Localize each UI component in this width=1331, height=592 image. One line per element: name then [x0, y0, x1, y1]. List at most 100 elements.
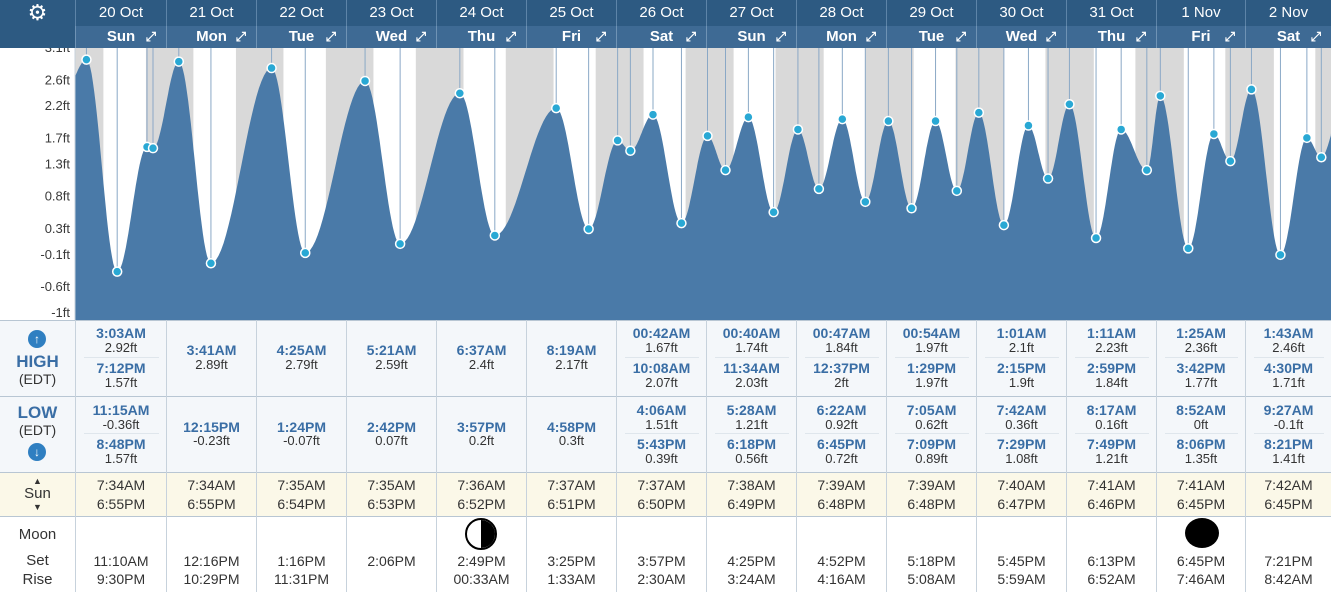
- low-time: 7:09PM: [906, 436, 957, 452]
- tide-point-1: [111, 266, 123, 277]
- high-time: 12:37PM: [813, 360, 870, 376]
- high-label: HIGH: [16, 352, 59, 371]
- date-header-6: 26 Oct: [616, 0, 706, 26]
- weekday-header-0[interactable]: Sun ⤢: [75, 26, 166, 48]
- sunrise-time: 7:37AM: [637, 477, 686, 493]
- weekday-header-11[interactable]: Thu ⤢: [1066, 26, 1156, 48]
- sunrise-time: 7:34AM: [187, 477, 236, 493]
- weekday-label: Mon: [826, 28, 857, 45]
- date-header-12: 1 Nov: [1156, 0, 1245, 26]
- high-time: 1:01AM: [996, 325, 1047, 341]
- weekday-header-12[interactable]: Fri ⤢: [1156, 26, 1245, 48]
- low-time: 8:52AM: [1176, 402, 1226, 418]
- expand-icon[interactable]: ⤢: [775, 29, 786, 44]
- tide-point-8: [359, 75, 371, 87]
- date-header-5: 25 Oct: [526, 0, 616, 26]
- expand-icon[interactable]: ⤢: [865, 29, 876, 44]
- cell-divider: [84, 357, 159, 358]
- first-quarter-moon-icon: [465, 518, 497, 550]
- tide-area: [75, 59, 1331, 320]
- low-height: 0.36ft: [1005, 417, 1038, 432]
- expand-icon[interactable]: ⤢: [1224, 29, 1235, 44]
- expand-icon[interactable]: ⤢: [325, 29, 336, 44]
- expand-icon[interactable]: ⤢: [505, 29, 516, 44]
- weekday-header-6[interactable]: Sat ⤢: [616, 26, 706, 48]
- weekday-label: Fri: [561, 28, 582, 45]
- high-row: [0, 320, 1331, 396]
- low-time: 4:58PM: [546, 419, 597, 435]
- weekday-header-10[interactable]: Wed ⤢: [976, 26, 1066, 48]
- weekday-header-7[interactable]: Sun ⤢: [706, 26, 796, 48]
- tide-point-25: [860, 196, 871, 208]
- expand-icon[interactable]: ⤢: [685, 29, 696, 44]
- moonset-time: 6:45PM: [1176, 553, 1226, 569]
- day-column-5: 8:19AM 2.17ft 4:58PM 0.3ft 7:37AM 6:51PM 3:25P…: [526, 320, 616, 592]
- sunrise-time: 7:35AM: [367, 477, 416, 493]
- tide-points: [81, 54, 1327, 277]
- cell-divider: [985, 433, 1059, 434]
- moonrise-time: 9:30PM: [96, 571, 146, 587]
- moonset-time: 4:52PM: [817, 553, 866, 569]
- gear-icon[interactable]: ⚙: [0, 0, 75, 48]
- day-column-4: 6:37AM 2.4ft 3:57PM 0.2ft 7:36AM 6:52PM 2:49PM…: [436, 320, 526, 592]
- high-tz-label: (EDT): [18, 371, 57, 387]
- high-height: 1.77ft: [1184, 375, 1218, 390]
- cell-divider: [625, 357, 699, 358]
- weekday-label: Wed: [375, 28, 408, 45]
- tide-point-44: [1301, 132, 1313, 144]
- moonrise-label: Rise: [22, 571, 53, 588]
- high-time: 3:41AM: [186, 342, 237, 358]
- high-height: 1.57ft: [104, 375, 138, 390]
- expand-icon[interactable]: ⤢: [145, 29, 156, 44]
- high-height: 1.71ft: [1272, 375, 1305, 390]
- tide-point-36: [1115, 124, 1127, 135]
- tide-point-0: [81, 54, 92, 65]
- day-column-12: 1:25AM 2.36ft 3:42PM 1.77ft 8:52AM 0ft 8:06PM 1…: [1156, 320, 1245, 592]
- low-time: 2:42PM: [366, 419, 417, 435]
- moonrise-time: 6:52AM: [1087, 571, 1136, 587]
- low-time: 5:28AM: [726, 402, 777, 418]
- tide-point-18: [702, 130, 713, 142]
- high-height: 2.79ft: [285, 357, 318, 372]
- high-height: 1.9ft: [1008, 375, 1035, 390]
- cell-divider: [715, 357, 789, 358]
- weekday-header-13[interactable]: Sat ⤢: [1245, 26, 1331, 48]
- tide-point-43: [1275, 249, 1286, 261]
- moonset-time: 5:45PM: [997, 553, 1046, 569]
- weekday-header-9[interactable]: Tue ⤢: [886, 26, 976, 48]
- row-divider: [0, 396, 1331, 397]
- moonrise-time: 10:29PM: [183, 571, 240, 587]
- expand-icon[interactable]: ⤢: [235, 29, 246, 44]
- weekday-header-5[interactable]: Fri ⤢: [526, 26, 616, 48]
- cell-divider: [805, 357, 879, 358]
- sunrise-time: 7:35AM: [277, 477, 326, 493]
- low-time: 6:18PM: [726, 436, 777, 452]
- expand-icon[interactable]: ⤢: [595, 29, 606, 44]
- weekday-header-1[interactable]: Mon ⤢: [166, 26, 256, 48]
- expand-icon[interactable]: ⤢: [1135, 29, 1146, 44]
- expand-icon[interactable]: ⤢: [1310, 29, 1321, 44]
- high-time: 4:30PM: [1263, 360, 1314, 376]
- sunset-time: 6:49PM: [727, 496, 776, 512]
- high-height: 2.1ft: [1008, 340, 1035, 355]
- low-time: 8:48PM: [96, 436, 146, 452]
- weekday-header-4[interactable]: Thu ⤢: [436, 26, 526, 48]
- weekday-header-2[interactable]: Tue ⤢: [256, 26, 346, 48]
- weekday-label: Sat: [649, 28, 674, 45]
- expand-icon[interactable]: ⤢: [1045, 29, 1056, 44]
- low-height: 0.62ft: [915, 417, 948, 432]
- expand-icon[interactable]: ⤢: [415, 29, 426, 44]
- weekday-header-3[interactable]: Wed ⤢: [346, 26, 436, 48]
- low-height: 1.21ft: [735, 417, 768, 432]
- high-time: 4:25AM: [276, 342, 327, 358]
- tide-point-17: [676, 217, 687, 229]
- weekday-header-8[interactable]: Mon ⤢: [796, 26, 886, 48]
- high-time: 2:59PM: [1086, 360, 1137, 376]
- moonset-time: 1:16PM: [277, 553, 326, 569]
- y-tick-label: 1.7ft: [45, 130, 71, 145]
- sunset-time: 6:54PM: [277, 496, 326, 512]
- expand-icon[interactable]: ⤢: [955, 29, 966, 44]
- y-tick-label: -0.1ft: [40, 247, 70, 262]
- low-height: 0.72ft: [825, 451, 858, 466]
- low-height: 0.2ft: [468, 433, 495, 448]
